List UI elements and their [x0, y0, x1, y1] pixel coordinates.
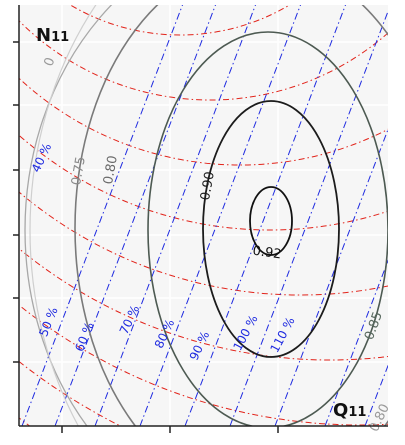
efficiency-contour-0.90 [202, 100, 340, 358]
runner-speed-line [69, 5, 291, 36]
x-axis-label-sub: 11 [348, 405, 366, 420]
contour-label-0.75: 0.75 [69, 155, 89, 186]
guide-vane-opening-line [139, 5, 302, 426]
guide-vane-opening-line [21, 5, 184, 426]
y-axis-label-main: N [36, 25, 51, 46]
guide-vane-opening-line [94, 5, 257, 426]
guide-vane-opening-line [274, 128, 388, 426]
runner-speed-line [19, 20, 388, 101]
x-axis-label: Q11 [333, 400, 366, 421]
contour-label-0.80: 0.80 [101, 154, 121, 185]
guide-vane-opening-line [229, 10, 388, 426]
efficiency-contour-0.80 [74, 5, 388, 426]
runner-speed-line [19, 134, 388, 231]
contour-label-0.92: 0.92 [252, 244, 283, 263]
axes [13, 5, 388, 433]
efficiency-contours [24, 5, 388, 426]
efficiency-contour-outer [29, 5, 97, 426]
efficiency-contour-0.75 [24, 5, 113, 426]
efficiency-contour-0.85 [147, 31, 388, 426]
y-axis-label-sub: 11 [51, 30, 69, 45]
guide-vane-opening-line [54, 5, 217, 426]
efficiency-contour-0.92 [249, 186, 293, 256]
runner-speed-line [19, 304, 388, 426]
x-axis-label-main: Q [333, 400, 348, 421]
opening-lines [21, 5, 388, 426]
runner-speed-line [19, 247, 388, 361]
guide-vane-opening-line [184, 5, 347, 426]
contour-label-0.90: 0.90 [198, 170, 218, 201]
y-axis-label: N11 [36, 25, 69, 46]
